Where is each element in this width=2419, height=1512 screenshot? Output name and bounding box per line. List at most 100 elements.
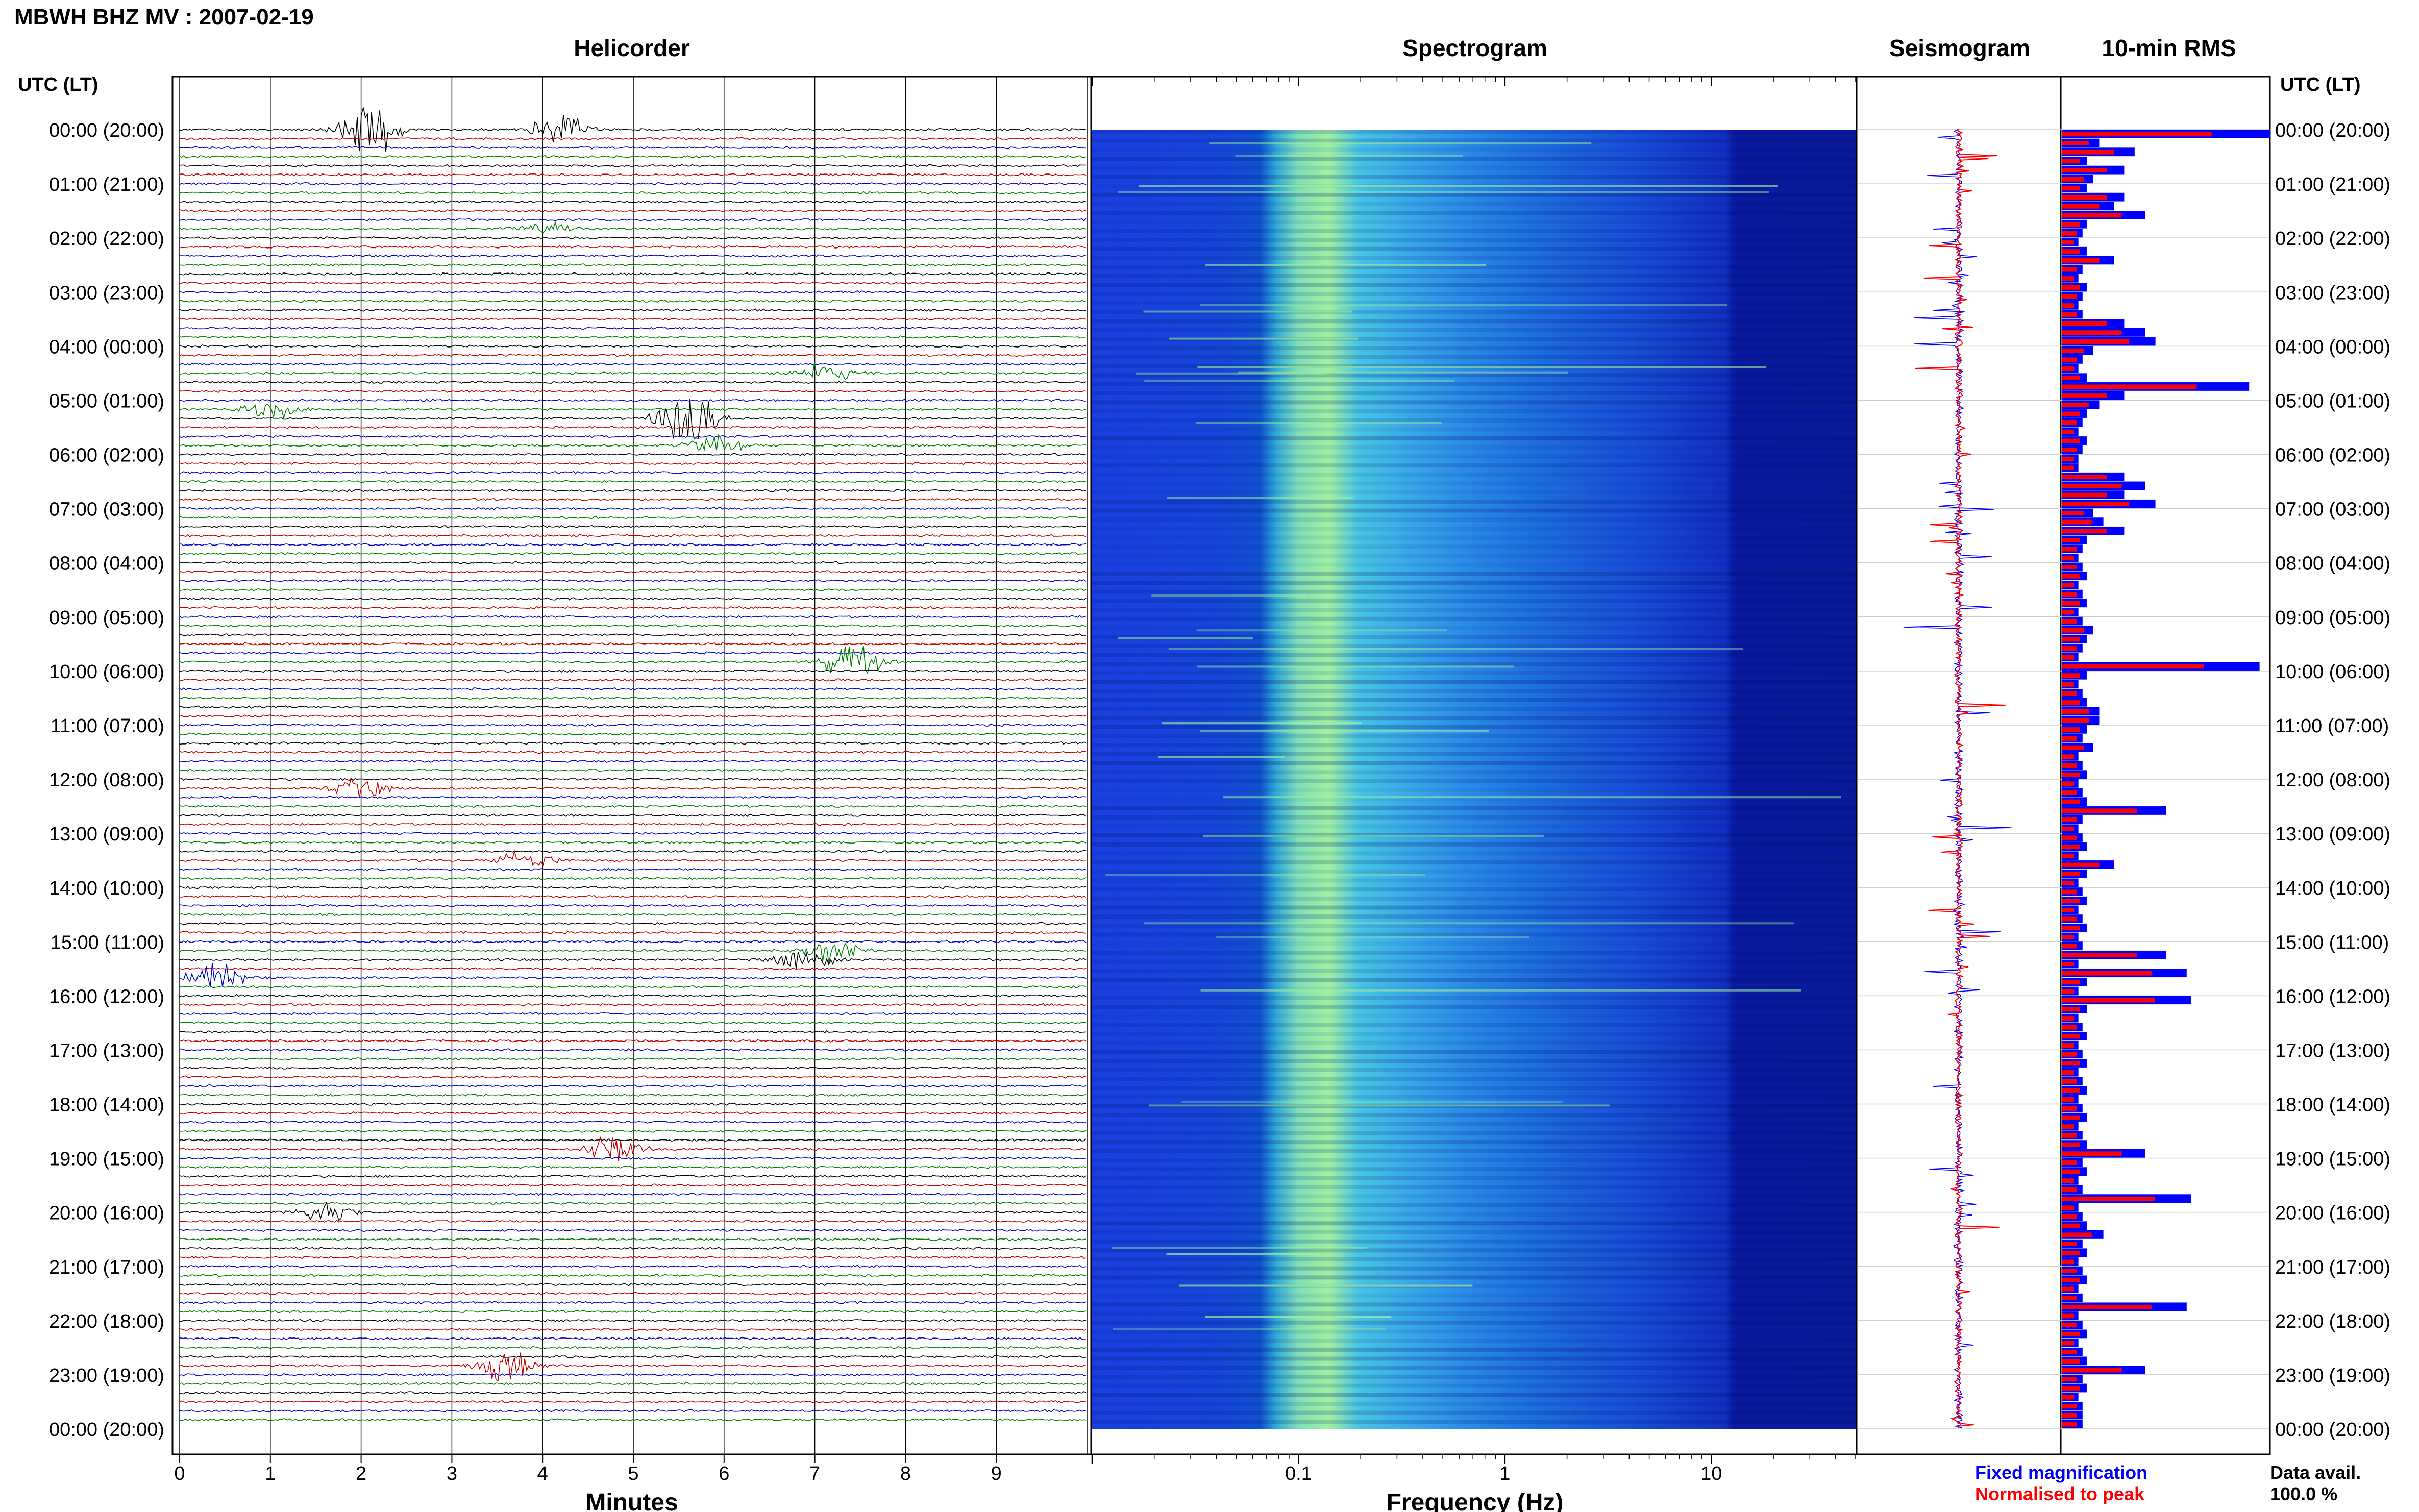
hour-label-left: 03:00 (23:00) — [49, 282, 164, 304]
rms-bar-normalised — [2062, 258, 2100, 263]
helicorder-trace — [179, 461, 1087, 465]
hour-label-right: 18:00 (14:00) — [2275, 1095, 2390, 1116]
spectrogram-streak — [1216, 936, 1530, 939]
spectrogram-row — [1092, 878, 1856, 883]
helicorder-trace — [179, 1265, 1087, 1268]
spectrogram-row — [1092, 1149, 1856, 1153]
helicorder-trace — [179, 404, 1087, 418]
helicorder-trace — [179, 1165, 1087, 1169]
hour-label-right: 07:00 (03:00) — [2275, 499, 2390, 520]
hour-label-left: 02:00 (22:00) — [49, 228, 164, 250]
rms-bar-normalised — [2062, 502, 2130, 507]
rms-bar-normalised — [2062, 1313, 2074, 1319]
rms-bar-normalised — [2062, 826, 2074, 831]
helicorder-trace — [179, 137, 1087, 141]
hour-label-left: 11:00 (07:00) — [51, 715, 164, 737]
helicorder-trace — [179, 281, 1087, 285]
helicorder-trace — [179, 985, 1087, 988]
spectrogram-streak — [1169, 337, 1359, 340]
legend-normalised-to-peak: Normalised to peak — [1975, 1483, 2145, 1504]
minute-tick-label: 9 — [991, 1463, 1002, 1484]
hour-label-right: 20:00 (16:00) — [2275, 1203, 2390, 1224]
hour-label-right: 10:00 (06:00) — [2275, 661, 2390, 683]
rms-bar-normalised — [2062, 772, 2080, 777]
spectrogram-row — [1092, 1383, 1856, 1388]
minute-tick-label: 6 — [719, 1463, 729, 1484]
spectrogram-row — [1092, 1275, 1856, 1280]
rms-bar-normalised — [2062, 393, 2107, 398]
spectrogram-row — [1092, 202, 1856, 206]
spectrogram-row — [1092, 310, 1856, 314]
spectrogram-row — [1092, 1095, 1856, 1099]
rms-bar-normalised — [2062, 655, 2074, 660]
helicorder-trace — [179, 290, 1087, 294]
minute-tick-label: 8 — [900, 1463, 911, 1484]
spectrogram-streak — [1158, 756, 1285, 758]
spectrogram-row — [1092, 1131, 1856, 1135]
helicorder-trace — [179, 344, 1087, 348]
minute-tick-label: 3 — [447, 1463, 457, 1484]
rms-bar-normalised — [2062, 1296, 2077, 1301]
rms-bar-normalised — [2062, 899, 2080, 904]
spectrogram-row — [1092, 400, 1856, 405]
helicorder-trace — [179, 552, 1087, 556]
helicorder-trace — [179, 525, 1087, 529]
rms-bar-normalised — [2062, 402, 2089, 407]
rms-bar-normalised — [2062, 1142, 2080, 1147]
rms-bar-normalised — [2062, 1323, 2077, 1328]
rms-bar-normalised — [2062, 1368, 2122, 1373]
helicorder-trace — [179, 434, 1087, 452]
helicorder-trace — [179, 107, 1087, 152]
helicorder-trace — [179, 1201, 1087, 1205]
spectrogram-row — [1092, 581, 1856, 585]
spectrogram-row — [1092, 373, 1856, 378]
helicorder-trace — [179, 951, 1087, 969]
hour-label-left: 00:00 (20:00) — [49, 1419, 164, 1441]
rms-bar-normalised — [2062, 267, 2077, 272]
helicorder-trace — [179, 813, 1087, 817]
spectrogram-row — [1092, 256, 1856, 260]
rms-bar-normalised — [2062, 348, 2085, 353]
spectrogram-streak — [1149, 1104, 1610, 1107]
hour-label-left: 01:00 (21:00) — [49, 174, 164, 195]
spectrogram-streak — [1199, 304, 1727, 307]
spectrogram-row — [1092, 626, 1856, 630]
helicorder-trace — [179, 1120, 1087, 1124]
hour-label-right: 06:00 (02:00) — [2275, 445, 2390, 466]
spectrogram-row — [1092, 815, 1856, 820]
spectrogram-image — [1092, 130, 1856, 1429]
rms-bar-normalised — [2062, 853, 2074, 858]
helicorder-trace — [179, 389, 1087, 393]
helicorder-trace — [179, 777, 1087, 781]
spectrogram-row — [1092, 1212, 1856, 1217]
rms-bar-normalised — [2062, 592, 2077, 597]
rms-bar-normalised — [2062, 1269, 2077, 1274]
spectrogram-row — [1092, 1005, 1856, 1009]
hour-label-right: 22:00 (18:00) — [2275, 1311, 2390, 1332]
helicorder-trace — [179, 1346, 1087, 1350]
helicorder-trace — [179, 498, 1087, 502]
helicorder-trace — [179, 750, 1087, 754]
helicorder-trace — [179, 1352, 1087, 1381]
helicorder-trace — [179, 1136, 1087, 1161]
rms-bar-normalised — [2062, 411, 2080, 416]
spectrogram-row — [1092, 472, 1856, 477]
helicorder-trace — [179, 588, 1087, 591]
helicorder-trace — [179, 1111, 1087, 1115]
spectrogram-row — [1092, 1122, 1856, 1126]
spectrogram-streak — [1112, 1247, 1367, 1249]
spectrogram-row — [1092, 572, 1856, 576]
hour-label-right: 03:00 (23:00) — [2275, 282, 2390, 304]
spectrogram-row — [1092, 725, 1856, 729]
rms-bar-normalised — [2062, 845, 2080, 850]
spectrogram-streak — [1179, 1284, 1473, 1287]
spectrogram-row — [1092, 292, 1856, 296]
helicorder-trace — [179, 1382, 1087, 1385]
rms-bar-normalised — [2062, 465, 2074, 470]
spectrogram-row — [1092, 761, 1856, 765]
helicorder-trace — [179, 1391, 1087, 1395]
spectrogram-streak — [1205, 1316, 1392, 1318]
helicorder-trace — [179, 795, 1087, 799]
rms-bar-normalised — [2062, 240, 2074, 245]
helicorder-trace — [179, 1282, 1087, 1286]
